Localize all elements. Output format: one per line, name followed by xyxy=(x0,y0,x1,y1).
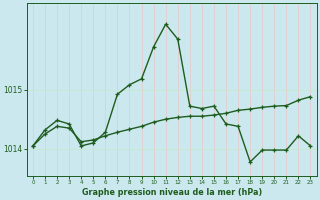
X-axis label: Graphe pression niveau de la mer (hPa): Graphe pression niveau de la mer (hPa) xyxy=(82,188,262,197)
